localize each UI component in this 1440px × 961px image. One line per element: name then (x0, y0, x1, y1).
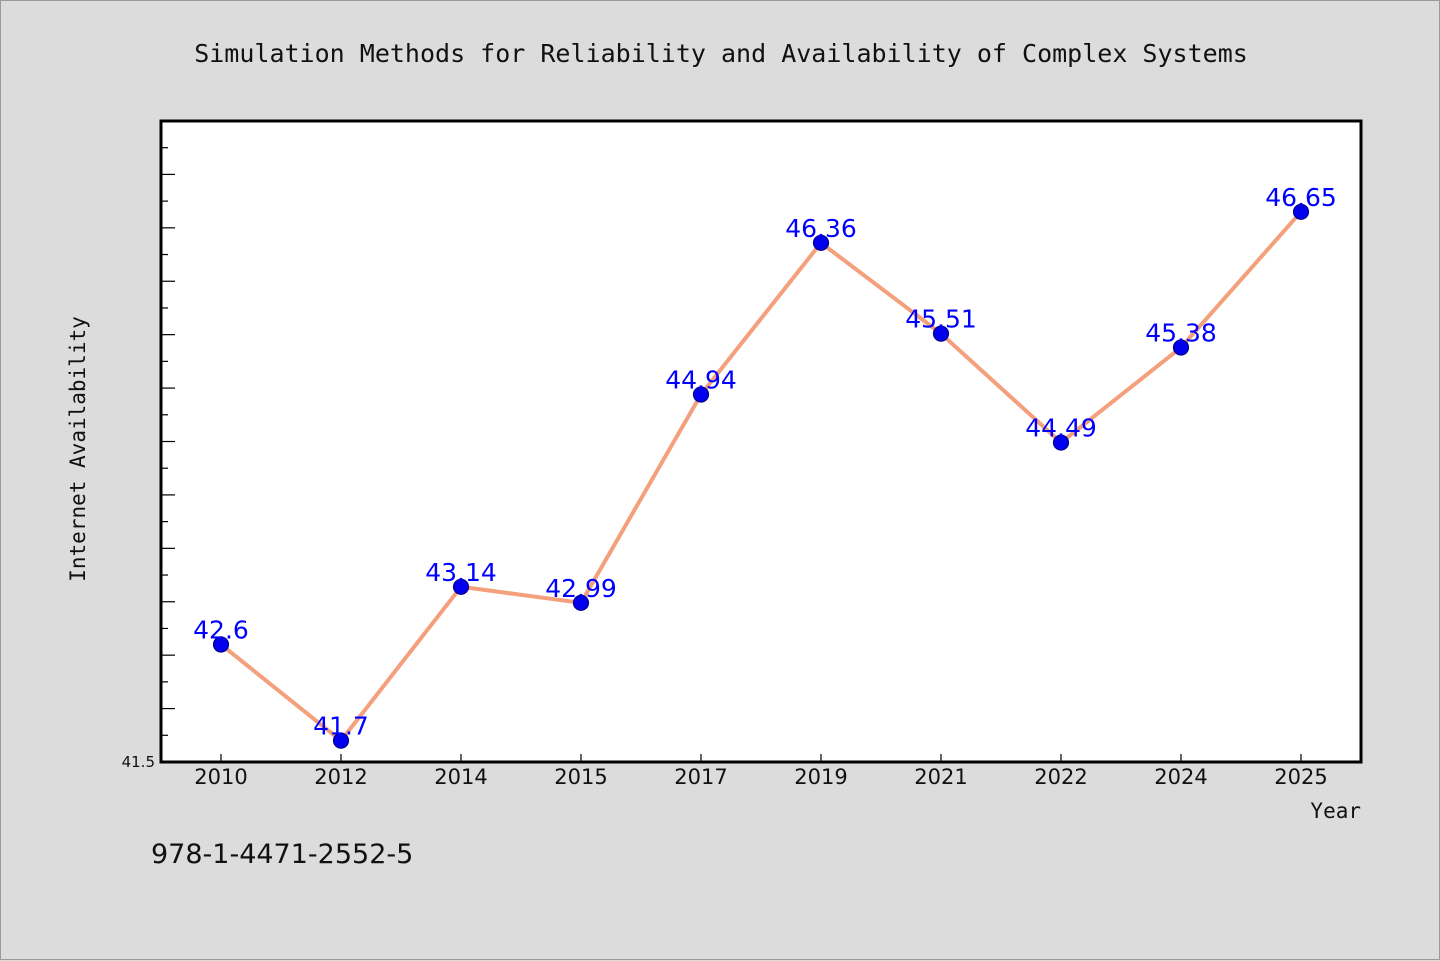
chart-title: Simulation Methods for Reliability and A… (194, 39, 1248, 68)
x-axis-ticks: 2010 2012 2014 2015 2017 2019 2021 2022 2024 2025 (194, 754, 1328, 789)
data-labels: 42.6 41.7 43.14 42.99 44.94 46.36 45.51 44.49 45… (193, 183, 1337, 741)
x-axis-label: Year (1310, 799, 1361, 823)
data-point (212, 636, 230, 653)
x-tick-label: 2019 (794, 765, 847, 789)
data-point (812, 234, 830, 251)
data-point-label: 42.6 (193, 615, 249, 644)
y-axis-label: Internet Availability (66, 316, 90, 582)
data-point-label: 42.99 (545, 574, 617, 603)
data-point (1052, 434, 1070, 451)
data-point-label: 44.94 (665, 365, 737, 394)
series-container (212, 203, 1310, 749)
data-point (572, 594, 590, 611)
data-point-label: 43.14 (425, 558, 497, 587)
y-tick-label: 41.5 (122, 753, 155, 771)
data-point (692, 386, 710, 403)
x-tick-label: 2025 (1274, 765, 1327, 789)
x-tick-label: 2017 (674, 765, 727, 789)
data-point (452, 578, 470, 595)
data-point-label: 46.65 (1265, 183, 1337, 212)
data-point-label: 45.38 (1145, 318, 1217, 347)
data-point (932, 325, 950, 342)
data-point-label: 41.7 (313, 712, 369, 741)
x-tick-label: 2024 (1154, 765, 1207, 789)
x-tick-label: 2012 (314, 765, 367, 789)
data-point (1292, 203, 1310, 220)
plot-area (159, 119, 1363, 764)
data-point-label: 46.36 (785, 214, 857, 243)
data-point-label: 45.51 (905, 305, 977, 334)
x-tick-label: 2021 (914, 765, 967, 789)
data-point (332, 732, 350, 749)
y-axis-ticks: 41.5 (122, 120, 175, 771)
series-line (219, 209, 1303, 743)
x-tick-label: 2015 (554, 765, 607, 789)
data-point-label: 44.49 (1025, 414, 1097, 443)
x-tick-label: 2014 (434, 765, 487, 789)
x-tick-label: 2010 (194, 765, 247, 789)
x-tick-label: 2022 (1034, 765, 1087, 789)
isbn-footer: 978-1-4471-2552-5 (151, 839, 413, 870)
data-point (1172, 339, 1190, 356)
